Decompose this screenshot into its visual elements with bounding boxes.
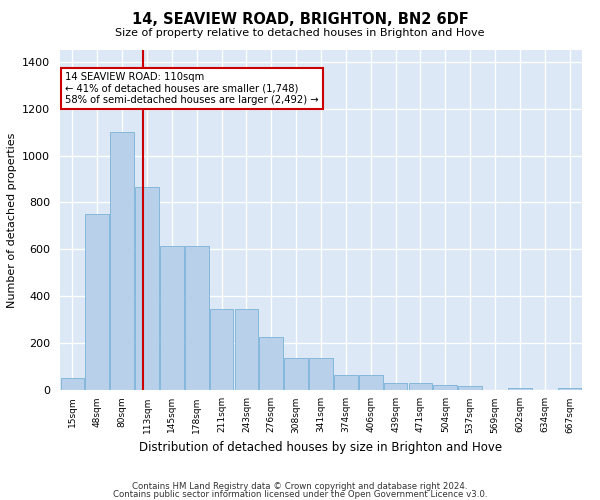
X-axis label: Distribution of detached houses by size in Brighton and Hove: Distribution of detached houses by size … <box>139 441 503 454</box>
Y-axis label: Number of detached properties: Number of detached properties <box>7 132 17 308</box>
Text: Contains public sector information licensed under the Open Government Licence v3: Contains public sector information licen… <box>113 490 487 499</box>
Text: 14, SEAVIEW ROAD, BRIGHTON, BN2 6DF: 14, SEAVIEW ROAD, BRIGHTON, BN2 6DF <box>131 12 469 28</box>
Bar <box>235 309 258 390</box>
Bar <box>433 386 457 390</box>
Bar <box>61 378 84 390</box>
Bar <box>384 383 407 390</box>
Bar <box>558 388 581 390</box>
Bar <box>309 358 333 390</box>
Bar <box>508 388 532 390</box>
Bar <box>259 337 283 390</box>
Text: Size of property relative to detached houses in Brighton and Hove: Size of property relative to detached ho… <box>115 28 485 38</box>
Bar <box>409 383 432 390</box>
Bar <box>160 246 184 390</box>
Bar <box>110 132 134 390</box>
Bar <box>458 386 482 390</box>
Bar <box>85 214 109 390</box>
Bar <box>210 309 233 390</box>
Bar <box>284 358 308 390</box>
Bar <box>135 187 159 390</box>
Bar <box>334 375 358 390</box>
Bar <box>359 375 383 390</box>
Bar <box>185 246 209 390</box>
Text: Contains HM Land Registry data © Crown copyright and database right 2024.: Contains HM Land Registry data © Crown c… <box>132 482 468 491</box>
Text: 14 SEAVIEW ROAD: 110sqm
← 41% of detached houses are smaller (1,748)
58% of semi: 14 SEAVIEW ROAD: 110sqm ← 41% of detache… <box>65 72 319 106</box>
